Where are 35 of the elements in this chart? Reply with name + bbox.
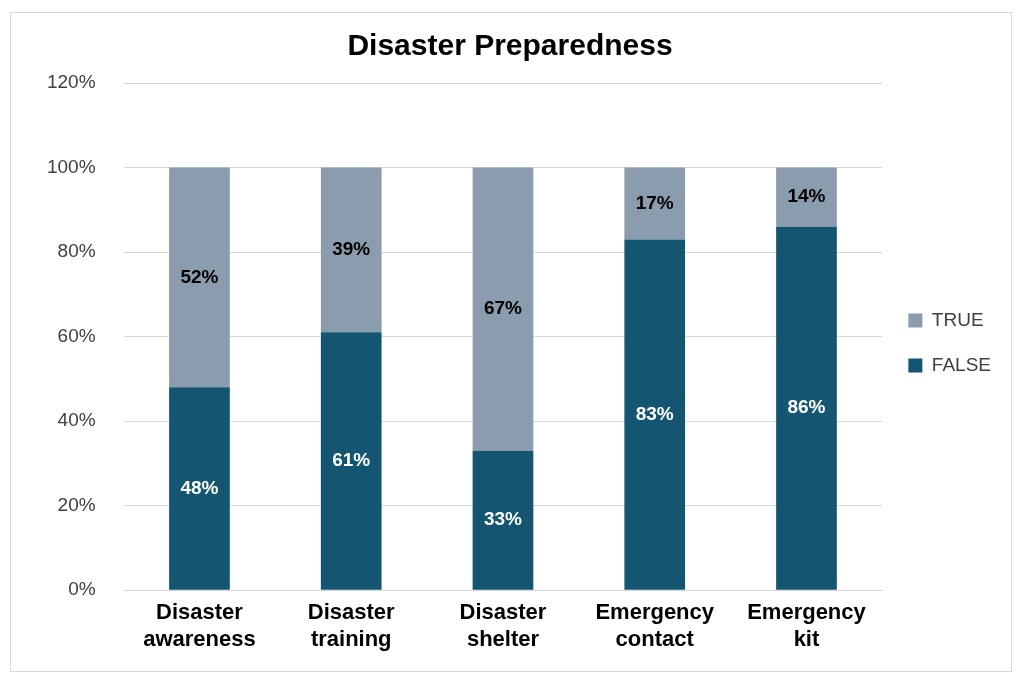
data-label: 67% (483, 297, 523, 319)
data-label: 52% (180, 265, 219, 287)
data-label: 48% (180, 476, 219, 498)
bar (320, 332, 382, 590)
data-label: 39% (332, 238, 371, 260)
y-tick-label: 0% (68, 578, 96, 600)
data-label: 86% (787, 396, 826, 418)
data-label: 61% (332, 449, 371, 471)
bar (776, 226, 837, 590)
legend-label: FALSE (931, 353, 992, 375)
x-tick-label: Disaster training (307, 599, 396, 651)
y-tick-label: 80% (57, 240, 96, 262)
y-tick-label: 120% (46, 71, 96, 93)
bar (624, 167, 686, 240)
legend-label: TRUE (931, 308, 984, 330)
bar (776, 167, 837, 227)
y-tick-label: 60% (57, 324, 96, 346)
x-tick-label: Disaster shelter (459, 599, 547, 651)
y-tick-label: 100% (46, 155, 96, 177)
x-tick-label: Disaster awareness (143, 599, 256, 651)
data-label: 14% (787, 185, 826, 207)
y-tick-label: 20% (57, 493, 96, 515)
y-tick-label: 40% (57, 409, 96, 431)
data-label: 17% (635, 191, 674, 213)
bar (169, 387, 230, 590)
data-label: 33% (483, 508, 523, 530)
data-label: 83% (635, 402, 674, 424)
x-tick-label: Emergency kit (747, 599, 867, 651)
chart-title: Disaster Preparedness (347, 28, 673, 62)
bar (472, 167, 534, 451)
bar (624, 239, 686, 590)
x-tick-label: Emergency contact (595, 599, 715, 651)
bar (472, 450, 534, 590)
bar (320, 167, 382, 333)
bar (169, 167, 230, 388)
